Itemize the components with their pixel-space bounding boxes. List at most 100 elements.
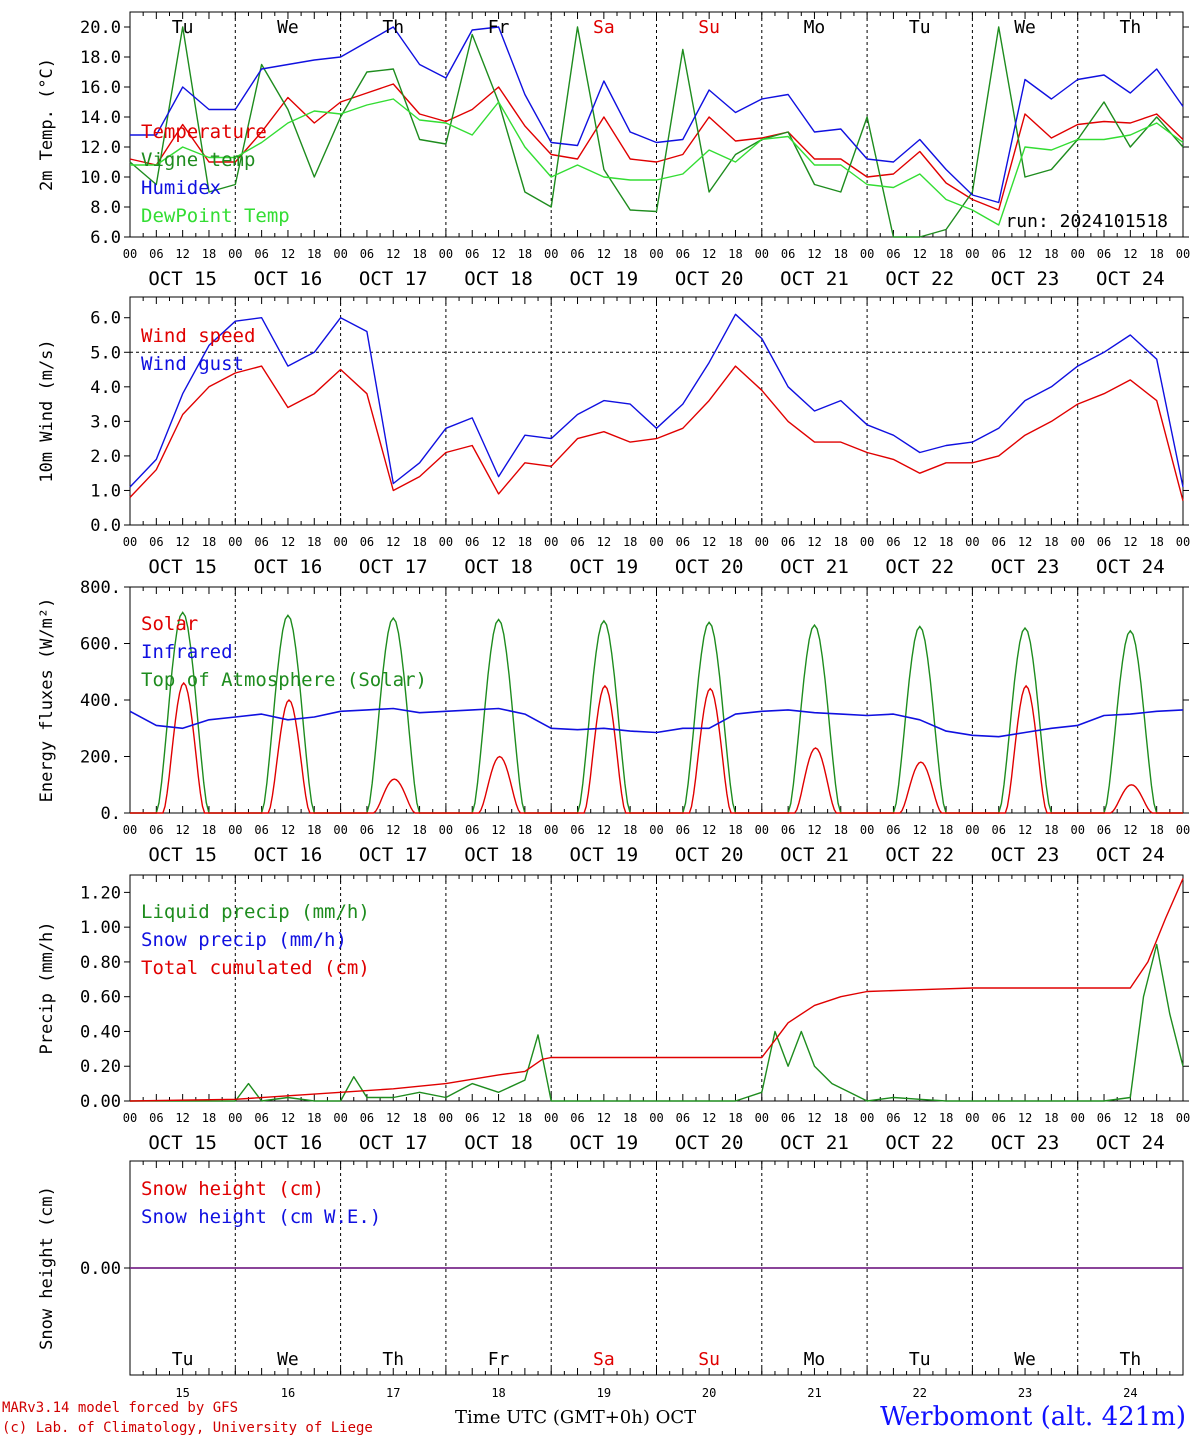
hour-label: 06 — [1097, 823, 1111, 837]
hour-label: 06 — [676, 247, 690, 261]
hour-label: 12 — [386, 1111, 400, 1125]
date-label: OCT 21 — [780, 1132, 849, 1154]
hour-label: 00 — [965, 1111, 979, 1125]
hour-label: 18 — [518, 823, 532, 837]
date-label: OCT 23 — [991, 844, 1060, 866]
date-label: OCT 20 — [675, 844, 744, 866]
hour-label: 06 — [254, 1111, 268, 1125]
hour-label: 00 — [965, 823, 979, 837]
hour-label: 06 — [991, 247, 1005, 261]
hour-label: 00 — [860, 535, 874, 549]
hour-label: 12 — [807, 247, 821, 261]
y-axis-label: Snow height (cm) — [37, 1186, 57, 1350]
date-label: OCT 22 — [885, 844, 954, 866]
hour-label: 00 — [123, 535, 137, 549]
weekday-label: Tu — [909, 1349, 931, 1370]
y-tick-label: 3.0 — [90, 412, 121, 432]
hour-label: 06 — [465, 823, 479, 837]
date-label: OCT 22 — [885, 268, 954, 290]
hour-label: 18 — [518, 247, 532, 261]
hour-label: 06 — [991, 823, 1005, 837]
hour-label: 12 — [597, 823, 611, 837]
day-number: 22 — [913, 1386, 927, 1400]
hour-label: 12 — [702, 535, 716, 549]
hour-label: 06 — [570, 535, 584, 549]
y-tick-label: 8.0 — [90, 198, 121, 218]
date-label: OCT 15 — [148, 556, 217, 578]
hour-label: 06 — [570, 823, 584, 837]
y-tick-label: 14.0 — [80, 108, 121, 128]
hour-label: 18 — [623, 247, 637, 261]
hour-label: 18 — [728, 823, 742, 837]
hour-label: 00 — [123, 823, 137, 837]
run-label: run: 2024101518 — [1005, 211, 1168, 232]
hour-label: 06 — [781, 1111, 795, 1125]
series-line-2 — [129, 878, 1184, 1102]
y-axis-label: 10m Wind (m/s) — [37, 339, 57, 482]
hour-label: 00 — [544, 535, 558, 549]
hour-label: 00 — [1176, 247, 1190, 261]
hour-label: 12 — [807, 823, 821, 837]
hour-label: 12 — [913, 535, 927, 549]
hour-label: 12 — [807, 1111, 821, 1125]
hour-label: 00 — [755, 535, 769, 549]
legend-entry: Total cumulated (cm) — [141, 957, 370, 979]
date-label: OCT 21 — [780, 268, 849, 290]
hour-label: 12 — [175, 247, 189, 261]
hour-label: 12 — [281, 247, 295, 261]
day-number: 19 — [597, 1386, 611, 1400]
hour-label: 00 — [1070, 823, 1084, 837]
legend-entry: Solar — [141, 613, 198, 635]
series-line-1 — [129, 313, 1184, 488]
series-line-0 — [129, 365, 1184, 501]
date-label: OCT 19 — [570, 844, 639, 866]
date-label: OCT 15 — [148, 844, 217, 866]
weekday-label: Th — [382, 17, 404, 38]
date-label: OCT 18 — [464, 268, 533, 290]
hour-label: 12 — [1123, 823, 1137, 837]
date-label: OCT 23 — [991, 1132, 1060, 1154]
weekday-label: We — [1014, 1349, 1036, 1370]
hour-label: 06 — [149, 247, 163, 261]
hour-label: 06 — [254, 823, 268, 837]
hour-label: 06 — [676, 535, 690, 549]
hour-label: 12 — [702, 823, 716, 837]
hour-label: 18 — [1044, 1111, 1058, 1125]
weekday-label: Tu — [909, 17, 931, 38]
hour-label: 18 — [412, 1111, 426, 1125]
model-credit-line2: (c) Lab. of Climatology, University of L… — [2, 1420, 373, 1436]
hour-label: 00 — [649, 535, 663, 549]
hour-label: 06 — [465, 247, 479, 261]
hour-label: 06 — [886, 823, 900, 837]
hour-label: 06 — [676, 823, 690, 837]
day-number: 16 — [281, 1386, 295, 1400]
day-number: 23 — [1018, 1386, 1032, 1400]
hour-label: 12 — [491, 247, 505, 261]
hour-label: 06 — [149, 1111, 163, 1125]
hour-label: 18 — [728, 247, 742, 261]
hour-label: 12 — [1018, 1111, 1032, 1125]
hour-label: 00 — [965, 247, 979, 261]
y-tick-label: 0. — [101, 804, 121, 824]
hour-label: 06 — [570, 247, 584, 261]
hour-label: 06 — [360, 535, 374, 549]
legend-entry: Snow height (cm) — [141, 1178, 324, 1200]
hour-label: 00 — [439, 823, 453, 837]
weekday-label: Sa — [593, 17, 615, 38]
hour-label: 18 — [834, 535, 848, 549]
hour-label: 00 — [228, 535, 242, 549]
hour-label: 18 — [728, 1111, 742, 1125]
hour-label: 06 — [991, 1111, 1005, 1125]
legend-entry: Snow precip (mm/h) — [141, 929, 347, 951]
hour-label: 00 — [1176, 1111, 1190, 1125]
y-tick-label: 0.60 — [80, 988, 121, 1008]
hour-label: 18 — [202, 823, 216, 837]
date-label: OCT 19 — [570, 268, 639, 290]
hour-label: 00 — [439, 535, 453, 549]
hour-label: 12 — [1123, 535, 1137, 549]
hour-label: 18 — [834, 247, 848, 261]
station-name: Werbomont (alt. 421m) — [880, 1402, 1186, 1432]
hour-label: 18 — [307, 823, 321, 837]
date-label: OCT 15 — [148, 268, 217, 290]
